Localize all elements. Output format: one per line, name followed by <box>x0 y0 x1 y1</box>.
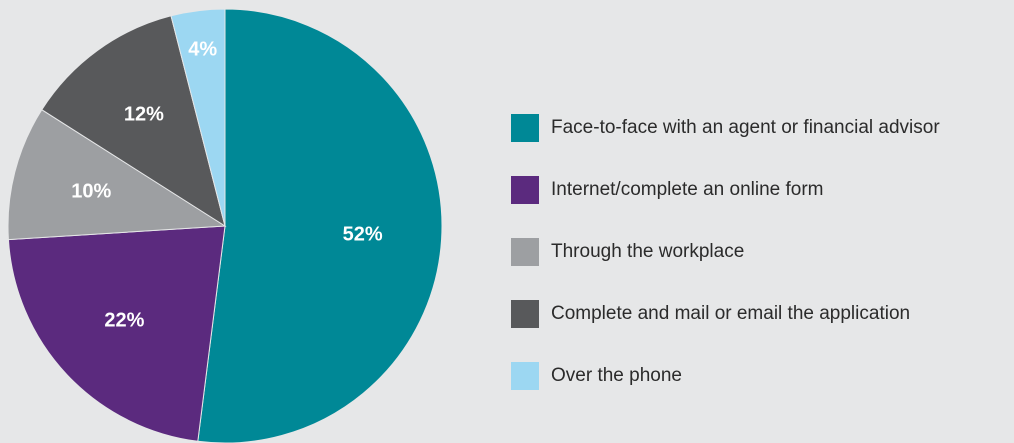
legend-swatch <box>511 176 539 204</box>
pie-slice <box>7 225 226 442</box>
slice-value-label: 4% <box>188 39 217 61</box>
slice-value-label: 12% <box>124 103 164 125</box>
legend-item: Internet/complete an online form <box>511 176 940 204</box>
legend-item: Over the phone <box>511 362 940 390</box>
legend-label: Internet/complete an online form <box>551 179 824 200</box>
slice-value-label: 10% <box>71 181 111 203</box>
legend-item: Face-to-face with an agent or financial … <box>511 114 940 142</box>
chart-legend: Face-to-face with an agent or financial … <box>511 114 940 390</box>
legend-swatch <box>511 114 539 142</box>
pie-slice <box>7 109 227 241</box>
legend-swatch <box>511 300 539 328</box>
pie-slice <box>170 8 226 227</box>
slice-value-label: 52% <box>343 224 383 246</box>
legend-item: Complete and mail or email the applicati… <box>511 300 940 328</box>
legend-label: Complete and mail or email the applicati… <box>551 303 911 324</box>
pie-slice <box>197 8 443 443</box>
legend-item: Through the workplace <box>511 238 940 266</box>
slice-value-label: 22% <box>104 310 144 332</box>
pie-slice <box>41 15 226 228</box>
legend-swatch <box>511 238 539 266</box>
legend-label: Face-to-face with an agent or financial … <box>551 117 940 138</box>
pie-slices <box>7 8 443 443</box>
pie-slice-labels: 52% 22% 10% 12% 4% <box>71 39 383 332</box>
legend-swatch <box>511 362 539 390</box>
legend-label: Through the workplace <box>551 241 745 262</box>
legend-label: Over the phone <box>551 365 682 386</box>
